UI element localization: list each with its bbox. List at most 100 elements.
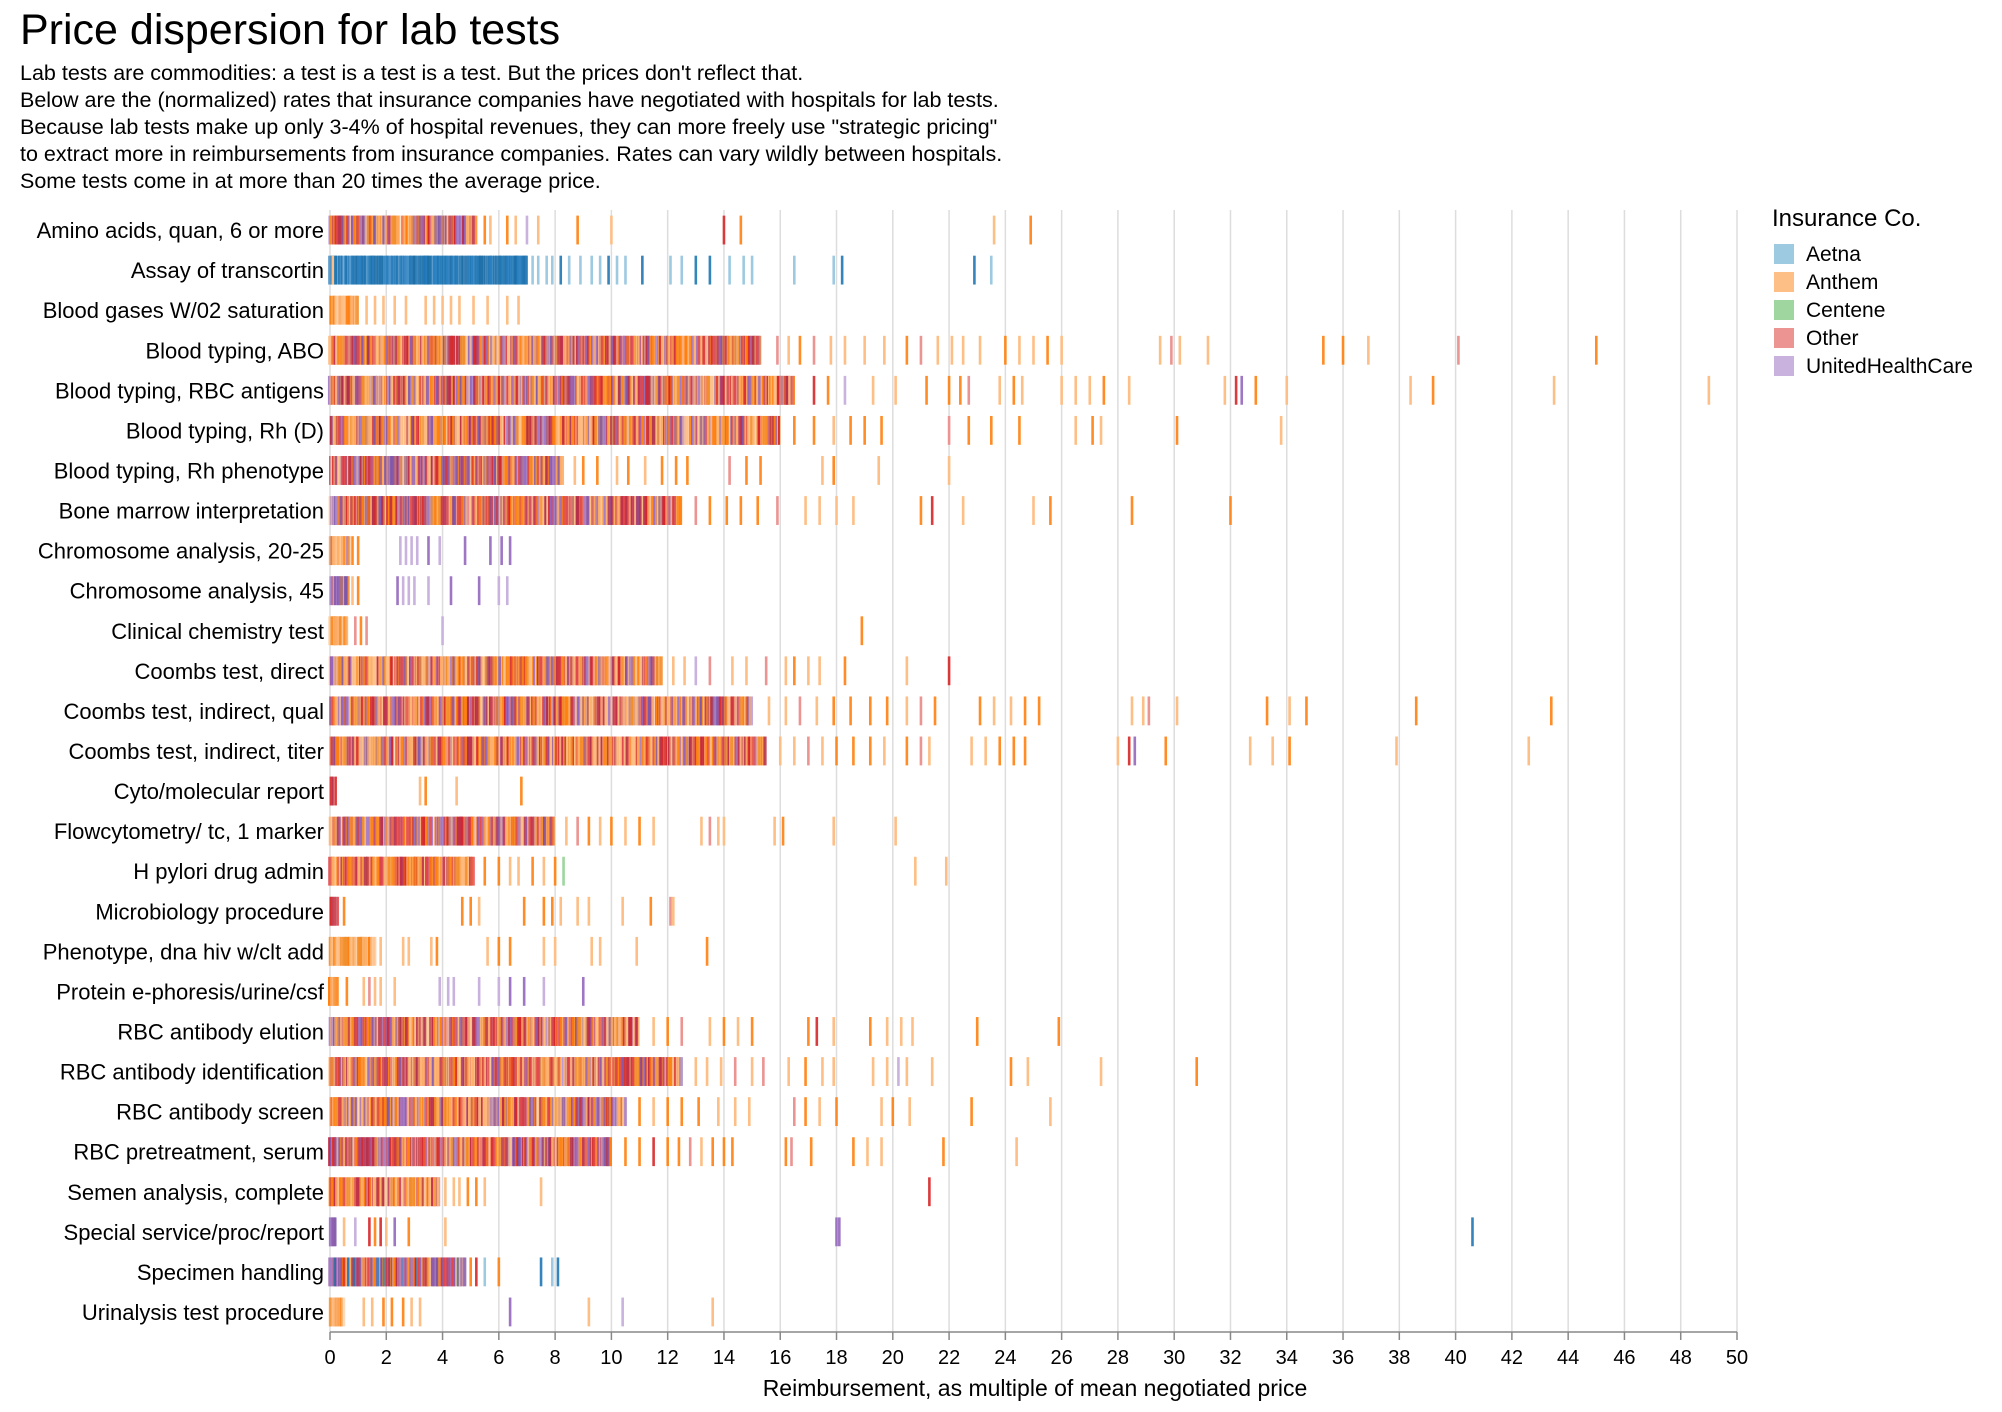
row-5-tick-178	[553, 415, 558, 445]
row-7-tick-81	[430, 496, 434, 525]
row-15-tick-134	[497, 816, 502, 846]
row-21-tick-8	[338, 1057, 342, 1086]
row-6-outlier-1	[581, 456, 585, 485]
row-22-tick-120	[481, 1097, 483, 1127]
row-7-tick-218	[603, 496, 608, 525]
row-13-tick-252	[648, 736, 651, 766]
row-13-tick-344	[763, 736, 767, 766]
row-13-outlier-0	[778, 736, 782, 766]
row-15-tick-9	[340, 816, 343, 846]
row-3-tick-116	[474, 335, 479, 365]
row-22-outlier-5	[717, 1097, 720, 1127]
row-11-outlier-2	[694, 656, 698, 686]
row-4-tick-51	[393, 375, 396, 405]
row-4-tick-254	[650, 375, 653, 405]
row-3-tick-308	[718, 335, 722, 365]
row-21-tick-71	[417, 1057, 422, 1086]
row-3-tick-263	[660, 335, 665, 365]
row-7-tick-208	[591, 496, 596, 525]
row-5-tick-101	[456, 415, 459, 445]
row-4-tick-181	[557, 375, 561, 405]
row-20-tick-84	[434, 1017, 438, 1046]
row-1-tick-100	[454, 255, 458, 285]
row-15-tick-25	[359, 816, 363, 846]
row-7-tick-108	[464, 496, 468, 525]
row-16-tick-111	[468, 856, 472, 886]
row-4-tick-173	[547, 375, 551, 405]
row-25-outlier-9	[835, 1217, 838, 1247]
row-13-tick-65	[410, 736, 414, 766]
row-11-tick-114	[472, 656, 475, 686]
row-12-tick-89	[441, 696, 444, 726]
row-1-tick-155	[524, 255, 528, 285]
row-21-tick-24	[357, 1057, 362, 1086]
row-5-tick-329	[744, 415, 749, 445]
strip-row-6	[329, 456, 951, 485]
row-27-outlier-1	[370, 1297, 374, 1327]
row-21-tick-37	[374, 1057, 379, 1086]
row-0-outlier-4	[525, 215, 529, 245]
row-20-tick-231	[620, 1017, 624, 1046]
row-4-tick-306	[715, 375, 719, 405]
row-20-tick-139	[503, 1017, 508, 1046]
row-13-tick-105	[460, 736, 465, 766]
row-4-outlier-6	[947, 375, 951, 405]
row-0-tick-57	[401, 215, 404, 245]
row-6-tick-165	[536, 456, 541, 485]
row-11-tick-13	[343, 656, 348, 686]
row-12-tick-22	[356, 696, 359, 726]
row-12-tick-264	[661, 696, 666, 726]
row-5-tick-98	[452, 415, 456, 445]
row-11-tick-102	[457, 656, 460, 686]
row-5-outlier-2	[832, 415, 836, 445]
row-5-tick-254	[649, 415, 653, 445]
row-1-tick-68	[413, 255, 418, 285]
row-4-tick-215	[600, 375, 603, 405]
row-22-tick-179	[554, 1097, 559, 1127]
row-15-outlier-11	[722, 816, 726, 846]
row-23-tick-6	[336, 1137, 340, 1167]
row-12-tick-57	[401, 696, 404, 726]
row-22-tick-127	[489, 1097, 493, 1127]
row-6-tick-75	[423, 456, 426, 485]
row-21-tick-16	[348, 1057, 351, 1086]
row-20-tick-101	[456, 1017, 459, 1046]
row-23-tick-81	[431, 1137, 435, 1167]
row-6-tick-107	[463, 456, 467, 485]
row-26-tick-56	[398, 1257, 403, 1287]
row-16-outlier-7	[562, 856, 565, 886]
row-5-tick-294	[700, 415, 705, 445]
row-21-outlier-4	[750, 1057, 754, 1086]
row-3-outlier-0	[776, 335, 779, 365]
row-3-outlier-16	[1032, 335, 1035, 365]
row-1-tick-46	[385, 255, 390, 285]
row-13-tick-99	[452, 736, 457, 766]
row-20-tick-81	[432, 1017, 434, 1046]
row-26-tick-16	[349, 1257, 352, 1287]
x-tick-label-30: 30	[1163, 1347, 1185, 1369]
row-21-tick-74	[421, 1057, 425, 1086]
row-11-tick-224	[611, 656, 616, 686]
row-7-tick-149	[516, 496, 520, 525]
row-20-tick-102	[457, 1017, 461, 1046]
row-6-outlier-11	[759, 456, 762, 485]
row-13-tick-109	[466, 736, 470, 766]
row-20-tick-88	[439, 1017, 443, 1046]
row-24-tick-24	[359, 1177, 363, 1207]
row-16-outlier-4	[531, 856, 534, 886]
row-0-outlier-6	[576, 215, 579, 245]
row-12-tick-0	[329, 696, 331, 726]
row-0-tick-45	[384, 215, 389, 245]
row-21-tick-103	[460, 1057, 462, 1086]
row-8-outlier-3	[404, 536, 408, 566]
row-0-tick-109	[465, 215, 470, 245]
row-7-tick-143	[510, 496, 513, 525]
row-3-tick-71	[418, 335, 421, 365]
row-6-tick-96	[449, 456, 454, 485]
row-5-tick-83	[433, 415, 437, 445]
row-11-tick-194	[574, 656, 577, 686]
row-21-tick-2	[330, 1057, 334, 1086]
row-22-outlier-12	[880, 1097, 883, 1127]
row-23-tick-21	[355, 1137, 358, 1167]
row-7-tick-244	[637, 496, 640, 525]
